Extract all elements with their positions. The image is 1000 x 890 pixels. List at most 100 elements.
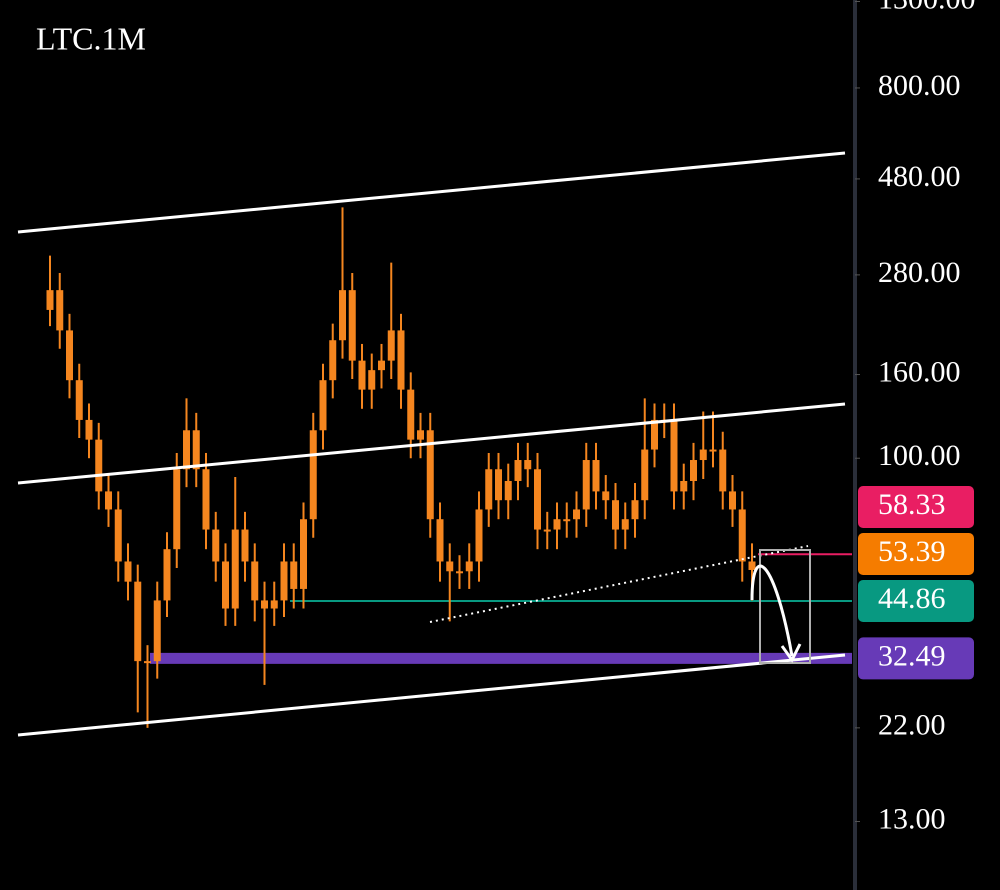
candle-body	[524, 460, 532, 470]
candle-body	[436, 519, 444, 562]
candle-body	[46, 290, 54, 310]
candle-body	[222, 561, 229, 609]
candle-body	[105, 491, 112, 510]
candle-body	[231, 529, 239, 609]
arrow-head	[780, 643, 802, 663]
candle-body	[309, 430, 317, 520]
levels	[150, 553, 852, 664]
price-label-box	[858, 637, 974, 680]
candle-body	[417, 430, 424, 440]
y-tick-label: 1300.00	[878, 0, 976, 15]
candle-body	[514, 460, 522, 481]
price-label-box	[858, 532, 974, 575]
candle-body	[280, 561, 288, 601]
y-tick-label: 13.00	[878, 802, 946, 835]
price-label-box	[858, 485, 974, 528]
y-tick-label: 280.00	[878, 256, 961, 289]
candle-body	[563, 519, 571, 522]
price-label: 44.86	[878, 582, 946, 615]
candle-body	[699, 449, 707, 461]
candle-body	[153, 600, 161, 662]
candle-body	[163, 549, 171, 601]
candle-body	[748, 561, 756, 570]
candle-body	[680, 480, 688, 492]
candle-body	[134, 581, 142, 662]
drawings	[17, 151, 846, 737]
candle-body	[329, 340, 337, 381]
candle-body	[475, 509, 483, 562]
trend-line	[429, 545, 809, 623]
candle-body	[270, 600, 278, 609]
candle-body	[261, 600, 268, 609]
candle-body	[368, 370, 376, 390]
candle-body	[85, 419, 93, 440]
candle-body	[192, 430, 200, 470]
candle-body	[709, 449, 717, 452]
candle-body	[670, 419, 678, 492]
y-tick-label: 160.00	[878, 355, 961, 388]
candle-body	[504, 480, 512, 501]
candle-body	[95, 439, 103, 492]
projection-box	[759, 549, 811, 664]
y-axis: 1300.00 800.00 480.00 280.00 160.00 100.00 22.…	[855, 0, 976, 835]
arrow	[750, 564, 794, 657]
y-tick-label: 22.00	[878, 709, 946, 742]
candle-body	[612, 500, 619, 530]
candle-body	[738, 509, 746, 562]
candle-body	[446, 561, 454, 572]
candle-body	[358, 360, 366, 390]
channel-line	[17, 151, 846, 234]
candle-body	[534, 469, 541, 530]
candle-body	[290, 561, 298, 589]
candle-body	[602, 491, 610, 501]
candle-body	[202, 469, 210, 530]
candle-body	[75, 380, 83, 420]
candle-body	[348, 290, 356, 361]
candle-body	[56, 290, 64, 331]
candle-body	[456, 571, 463, 574]
candle-body	[387, 330, 395, 361]
candle-body	[407, 389, 415, 440]
candle-body	[651, 419, 658, 450]
candle-body	[729, 491, 736, 510]
candle-body	[378, 360, 385, 371]
y-tick-label: 800.00	[878, 69, 961, 102]
candle-body	[573, 509, 580, 520]
candle-body	[485, 469, 493, 510]
candle-body	[465, 561, 473, 572]
candle-body	[631, 500, 639, 520]
candle-body	[124, 561, 132, 582]
candle-body	[144, 661, 151, 664]
candle-body	[690, 460, 697, 481]
candle-body	[300, 519, 307, 589]
candles	[46, 207, 756, 728]
price-label-box	[858, 579, 974, 622]
candle-body	[114, 509, 122, 562]
candle-body	[173, 469, 181, 550]
candle-body	[543, 529, 551, 532]
candle-body	[319, 380, 327, 431]
candle-body	[495, 469, 502, 501]
candle-body	[251, 561, 259, 601]
candle-body	[241, 529, 249, 562]
candle-body	[582, 460, 590, 510]
price-label: 53.39	[878, 535, 946, 568]
channel-line	[17, 402, 846, 485]
candle-body	[719, 449, 727, 492]
chart-title: LTC.1M	[36, 20, 146, 56]
candle-body	[397, 330, 405, 390]
candle-body	[641, 449, 649, 501]
candle-body	[621, 519, 629, 530]
channel-line	[17, 653, 846, 737]
candle-body	[592, 460, 600, 492]
candle-body	[339, 290, 346, 341]
candle-body	[426, 430, 434, 520]
candle-body	[183, 430, 190, 470]
candle-body	[66, 330, 73, 381]
y-tick-label: 480.00	[878, 160, 961, 193]
y-tick-label: 100.00	[878, 439, 961, 472]
candle-body	[212, 529, 220, 562]
candle-body	[553, 519, 561, 530]
